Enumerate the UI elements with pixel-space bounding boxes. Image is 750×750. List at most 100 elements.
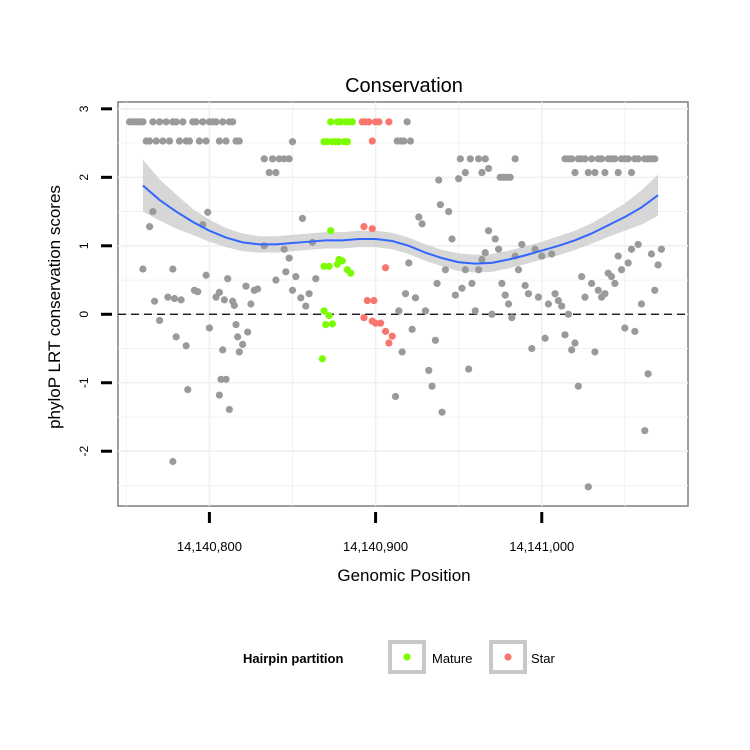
point-other	[581, 155, 589, 163]
point-other	[220, 296, 228, 304]
point-other	[400, 137, 408, 145]
point-other	[239, 340, 247, 348]
point-other	[297, 294, 305, 302]
y-axis-label: phyloP LRT conservation scores	[45, 185, 64, 429]
point-other	[511, 155, 519, 163]
point-other	[631, 327, 639, 335]
point-other	[657, 245, 666, 253]
point-other	[403, 118, 411, 126]
point-other	[448, 235, 456, 243]
point-other	[212, 118, 220, 126]
point-other	[591, 168, 599, 177]
point-mature	[337, 118, 345, 126]
point-other	[461, 266, 469, 274]
point-star	[388, 332, 396, 340]
point-other	[260, 242, 268, 250]
point-other	[428, 382, 436, 390]
point-star	[385, 118, 393, 126]
point-other	[192, 118, 200, 126]
point-other	[518, 240, 526, 249]
point-mature	[328, 320, 336, 328]
legend-item-mature: Mature	[388, 640, 472, 674]
x-axis: 14,140,800 14,140,900 14,141,000	[177, 512, 574, 554]
point-other	[637, 300, 646, 308]
point-other	[149, 118, 157, 126]
y-tick-label: 3	[77, 105, 91, 112]
point-other	[150, 297, 159, 305]
point-other	[265, 168, 273, 177]
point-mature	[320, 307, 328, 315]
point-other	[468, 279, 476, 288]
point-star	[370, 296, 378, 305]
legend-item-star: Star	[489, 640, 556, 674]
point-mature	[348, 118, 356, 126]
point-other	[451, 291, 459, 299]
point-star	[385, 339, 393, 347]
point-other	[634, 155, 642, 163]
plot-background	[117, 101, 689, 507]
point-mature	[327, 227, 335, 235]
point-other	[561, 331, 569, 339]
point-other	[204, 208, 212, 216]
point-other	[571, 168, 579, 177]
point-star	[371, 319, 380, 327]
point-other	[229, 118, 237, 126]
point-other	[524, 290, 533, 298]
point-other	[149, 207, 157, 216]
point-other	[164, 293, 172, 301]
point-other	[591, 348, 599, 356]
point-other	[225, 405, 233, 414]
point-other	[222, 137, 230, 145]
point-other	[215, 288, 223, 296]
x-tick-label: 14,140,900	[343, 539, 408, 554]
point-other	[538, 252, 546, 260]
y-tick-label: 0	[77, 311, 91, 318]
point-other	[471, 307, 479, 315]
point-other	[601, 290, 609, 298]
point-other	[501, 291, 509, 299]
point-other	[601, 168, 609, 177]
point-other	[272, 168, 280, 177]
point-other	[202, 271, 210, 279]
point-other	[145, 137, 154, 145]
point-other	[418, 220, 426, 228]
legend-key-mature	[388, 640, 426, 674]
point-other	[202, 137, 210, 145]
point-other	[488, 310, 496, 318]
point-other	[398, 348, 406, 356]
point-other	[408, 325, 416, 333]
point-other	[584, 168, 592, 177]
point-other	[494, 245, 503, 253]
point-other	[433, 279, 441, 288]
x-tick-label: 14,141,000	[509, 539, 574, 554]
point-other	[272, 276, 280, 284]
point-other	[139, 118, 147, 126]
point-other	[588, 279, 596, 288]
point-other	[654, 261, 662, 269]
point-other	[564, 310, 572, 318]
point-mature	[335, 138, 343, 146]
point-other	[544, 300, 553, 308]
point-other	[475, 266, 483, 274]
point-other	[466, 155, 474, 163]
point-mature	[325, 312, 333, 320]
point-other	[534, 293, 543, 301]
point-other	[292, 273, 300, 281]
point-other	[641, 427, 649, 435]
point-other	[647, 250, 656, 258]
point-other	[165, 137, 174, 145]
point-other	[395, 307, 403, 315]
point-other	[405, 259, 413, 267]
point-other	[436, 201, 444, 209]
point-other	[247, 300, 255, 308]
point-other	[219, 346, 227, 354]
point-other	[458, 284, 466, 292]
data-points	[126, 118, 666, 491]
point-other	[145, 223, 154, 231]
point-other	[215, 391, 223, 399]
point-other	[235, 137, 243, 145]
point-other	[194, 288, 202, 296]
point-mature	[347, 269, 355, 277]
point-other	[159, 137, 167, 145]
